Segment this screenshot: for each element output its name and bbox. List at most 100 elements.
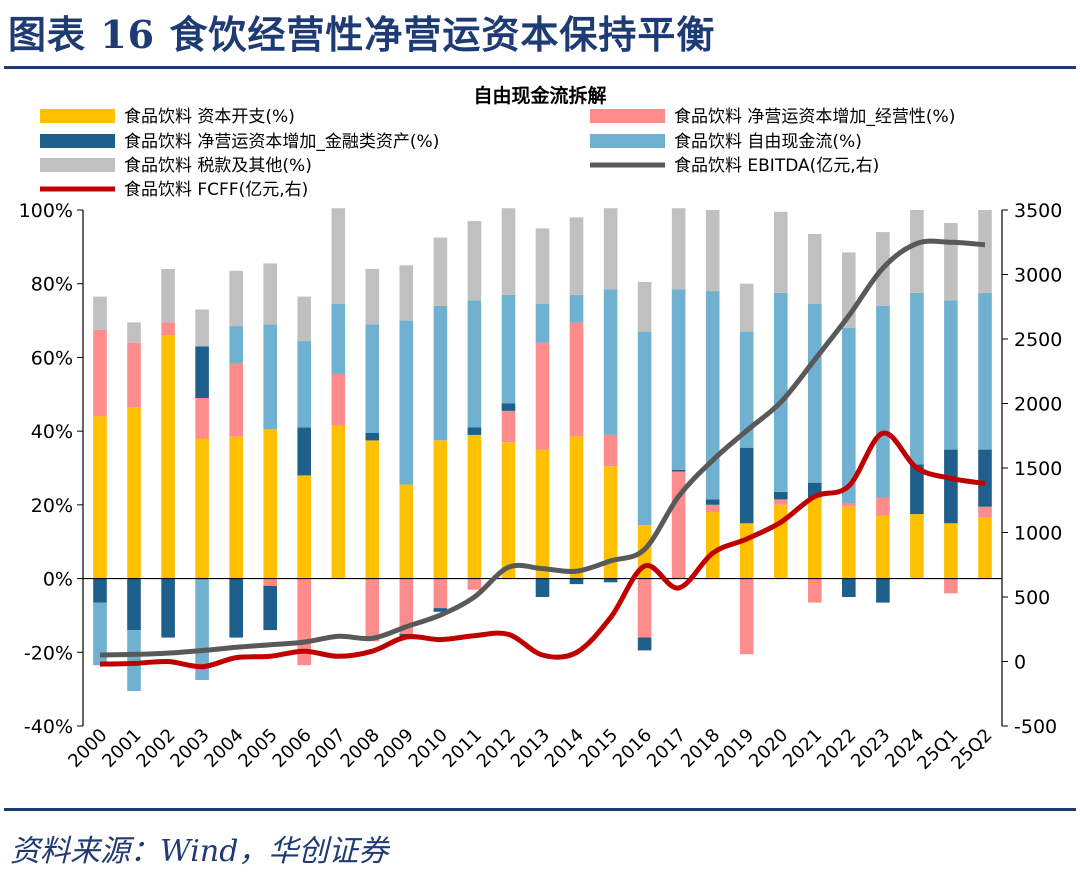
figure-title: 图表 16 食饮经营性净营运资本保持平衡: [8, 12, 716, 57]
bar-segment: [297, 340, 311, 428]
y-left-tick-label: 20%: [31, 495, 73, 517]
bar-segment: [195, 578, 209, 680]
bar-segment: [603, 208, 618, 290]
bar-segment: [501, 294, 516, 404]
source-note: 资料来源：Wind，华创证券: [10, 834, 389, 869]
bar-segment: [569, 294, 584, 323]
x-tick-label: 2019: [711, 725, 758, 772]
bar-segment: [229, 270, 243, 327]
bar-segment: [535, 578, 550, 597]
bar-segment: [944, 300, 958, 450]
bar-segment: [705, 499, 720, 505]
x-tick-label: 2015: [575, 725, 622, 772]
bar-segment: [195, 346, 209, 398]
bar-segment: [229, 363, 243, 437]
bar-segment: [876, 515, 890, 579]
legend-swatch: [40, 109, 115, 123]
bar-segment: [229, 326, 243, 363]
y-right-tick-label: 0: [1014, 652, 1026, 674]
legend-label: 食品饮料 FCFF(亿元,右): [124, 180, 308, 200]
bar-segment: [399, 578, 414, 634]
x-tick-label: 2018: [677, 725, 724, 772]
bar-segment: [501, 410, 516, 443]
bar-segment: [774, 492, 788, 500]
bar-segment: [297, 296, 311, 341]
y-left-tick-label: 60%: [31, 347, 73, 369]
bar-segment: [433, 305, 448, 441]
bar-segment: [705, 512, 720, 579]
legend-label: 食品饮料 资本开支(%): [124, 107, 295, 127]
bar-segment: [739, 283, 754, 332]
bar-segment: [637, 281, 652, 332]
legend: 食品饮料 资本开支(%) 食品饮料 净营运资本增加_经营性(%) 食品饮料 净营运资…: [40, 107, 955, 200]
x-tick-label: 2004: [200, 725, 247, 772]
legend-item: 食品饮料 自由现金流(%): [590, 132, 862, 152]
bar-segment: [842, 503, 856, 507]
x-tick-label: 2017: [643, 725, 690, 772]
bar-segment: [501, 442, 516, 579]
y-right-tick-label: 1000: [1014, 523, 1062, 545]
bar-segment: [739, 331, 754, 448]
bar-segment: [842, 327, 856, 503]
y-left-tick-label: -40%: [24, 716, 73, 738]
bar-segment: [603, 434, 618, 467]
y-right-tick-label: 1500: [1014, 458, 1062, 480]
bars: [93, 208, 992, 691]
legend-label: 食品饮料 税款及其他(%): [124, 156, 312, 176]
bar-segment: [774, 292, 788, 492]
bar-segment: [229, 436, 243, 579]
x-tick-label: 2022: [813, 725, 860, 772]
bar-segment: [910, 464, 924, 515]
bar-segment: [705, 504, 720, 513]
bar-segment: [399, 484, 414, 579]
bar-segment: [944, 449, 958, 524]
x-tick-label: 2023: [847, 725, 894, 772]
bar-segment: [433, 440, 448, 579]
bar-segment: [433, 578, 448, 609]
bar-segment: [671, 208, 686, 290]
legend-item: 食品饮料 净营运资本增加_金融类资产(%): [40, 132, 439, 152]
legend-swatch: [590, 134, 665, 148]
bar-segment: [671, 469, 686, 472]
bar-segment: [161, 335, 175, 579]
bar-segment: [365, 324, 380, 433]
chart: 自由现金流拆解 食品饮料 资本开支(%) 食品饮料 净营运资本增加_经营性(%)食…: [19, 84, 1063, 774]
bar-segment: [910, 292, 924, 465]
legend-item: 食品饮料 资本开支(%): [40, 107, 295, 127]
bar-segment: [739, 523, 754, 579]
bar-segment: [978, 506, 992, 518]
bar-segment: [569, 578, 584, 585]
fcff-line: [99, 430, 986, 670]
bar-segment: [842, 578, 856, 597]
bar-segment: [944, 222, 958, 301]
x-tick-label: 2021: [779, 725, 826, 772]
bar-segment: [127, 407, 141, 579]
legend-swatch: [40, 134, 115, 148]
chart-title: 自由现金流拆解: [473, 84, 606, 107]
bar-segment: [263, 263, 277, 325]
bar-segment: [535, 304, 550, 343]
bar-segment: [910, 210, 924, 293]
x-tick-label: 2002: [132, 725, 179, 772]
bar-segment: [603, 578, 618, 583]
bar-segment: [944, 523, 958, 579]
bar-segment: [739, 447, 754, 524]
bar-segment: [876, 305, 890, 498]
bar-segment: [569, 436, 584, 579]
bar-segment: [739, 578, 754, 655]
legend-label: 食品饮料 EBITDA(亿元,右): [674, 156, 879, 176]
bar-segment: [399, 320, 414, 485]
bar-segment: [229, 578, 243, 638]
bar-segment: [501, 403, 516, 411]
x-tick-label: 2008: [337, 725, 384, 772]
bar-segment: [467, 221, 482, 301]
x-tick-label: 2012: [473, 725, 520, 772]
bar-segment: [127, 578, 141, 631]
y-left-tick-label: -20%: [24, 642, 73, 664]
bar-segment: [365, 269, 380, 325]
bar-segment: [467, 578, 482, 590]
bar-segment: [93, 602, 107, 666]
bar-segment: [433, 237, 448, 306]
y-left-tick-label: 0%: [43, 569, 73, 591]
legend-swatch: [40, 158, 115, 172]
